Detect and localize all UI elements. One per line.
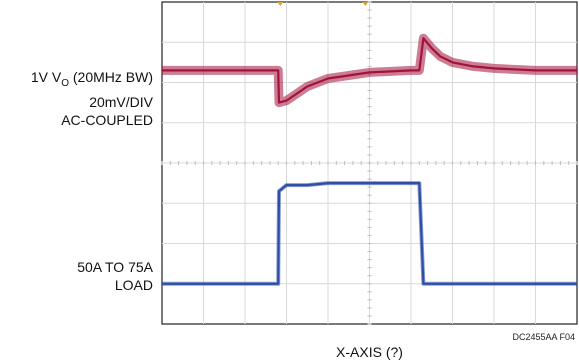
load-label-line2: LOAD: [114, 277, 153, 293]
vout-label-subscript: O: [61, 77, 69, 89]
trace-label-vout-line1: 1V VO (20MHz BW): [0, 68, 153, 93]
traces: [162, 33, 577, 286]
x-axis-label: X-AXIS (?): [336, 344, 403, 360]
trigger-marker: [277, 2, 284, 6]
vout-label-bandwidth: (20MHz BW): [69, 69, 153, 85]
trace-label-vout: 1V VO (20MHz BW) 20mV/DIV AC-COUPLED: [0, 68, 153, 129]
vout-scale-label: 20mV/DIV: [89, 93, 153, 110]
trigger-marker: [362, 2, 369, 6]
load-label-line1: 50A TO 75A: [77, 259, 153, 275]
top-markers: [277, 2, 369, 6]
series-line-load: [162, 182, 577, 285]
figure-code: DC2455AA F04: [512, 332, 575, 342]
trace-label-load: 50A TO 75A LOAD: [0, 258, 153, 294]
vout-coupling-label: AC-COUPLED: [61, 111, 153, 128]
vout-label-main: 1V V: [30, 69, 62, 85]
series-line-vout: [162, 37, 577, 104]
